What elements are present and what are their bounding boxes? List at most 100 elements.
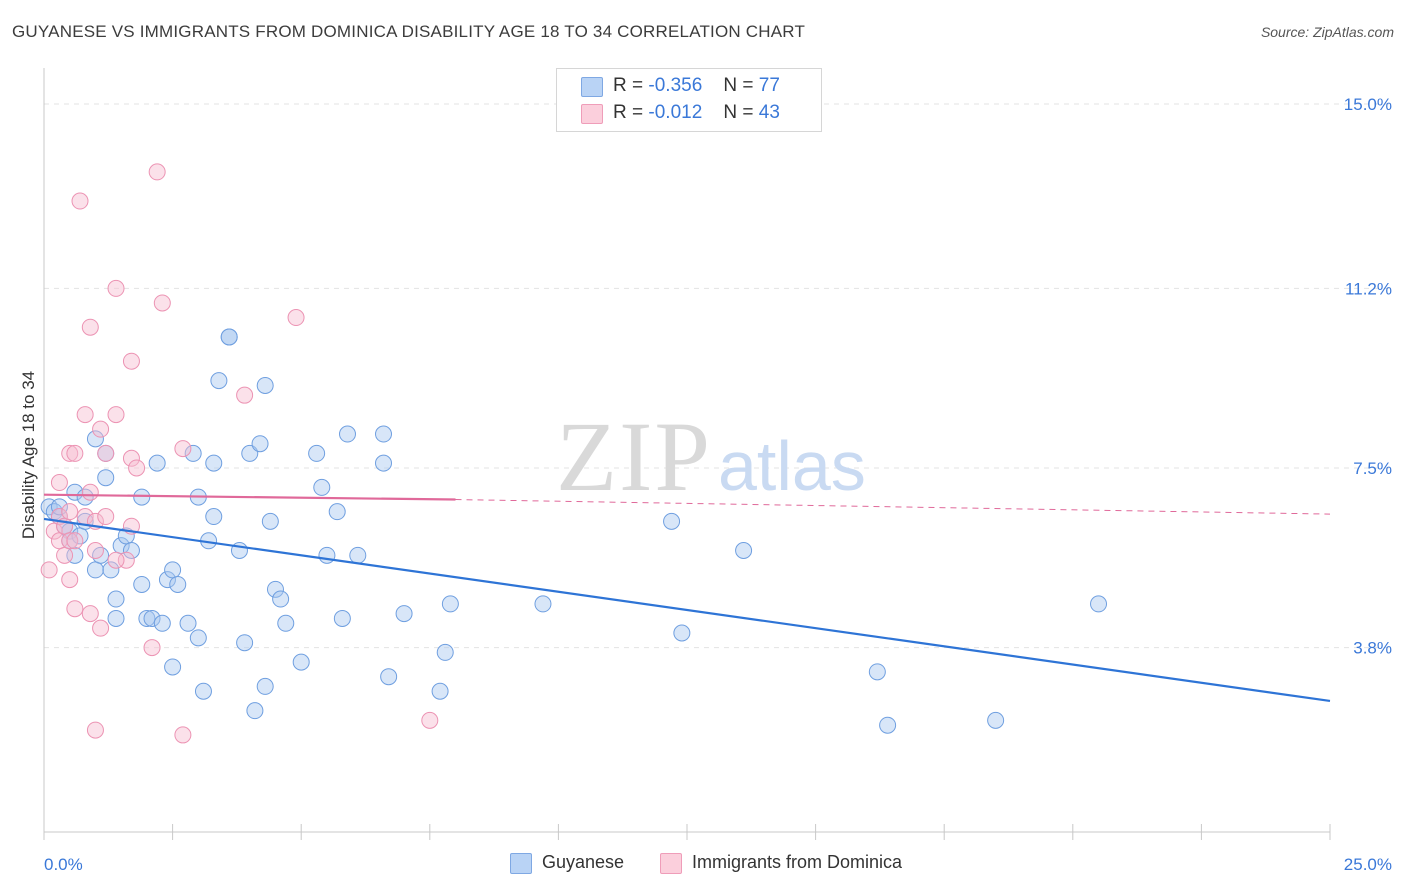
legend-r-label: R = xyxy=(613,75,644,96)
guyanese-point xyxy=(431,682,449,700)
dominica-point xyxy=(61,532,79,550)
guyanese-point xyxy=(251,435,269,453)
guyanese-point xyxy=(143,609,161,627)
dominica-point xyxy=(128,459,146,477)
guyanese-point xyxy=(179,614,197,632)
guyanese-point xyxy=(158,571,176,589)
y-tick-label: 7.5% xyxy=(1353,459,1392,478)
guyanese-point xyxy=(107,590,125,608)
guyanese-point xyxy=(987,711,1005,729)
dominica-point xyxy=(122,352,140,370)
guyanese-point xyxy=(266,580,284,598)
dominica-point xyxy=(107,279,125,297)
dominica-point xyxy=(97,444,115,462)
legend-r-value: -0.356 xyxy=(648,75,703,96)
dominica-point xyxy=(153,294,171,312)
y-tick-label: 15.0% xyxy=(1344,95,1392,114)
guyanese-point xyxy=(663,512,681,530)
legend-text-guyanese: R = -0.356 N = 77 xyxy=(613,75,780,97)
legend-text-dominica: R = -0.012 N = 43 xyxy=(613,102,780,124)
guyanese-point xyxy=(164,658,182,676)
guyanese-point xyxy=(86,561,104,579)
guyanese-point xyxy=(138,609,156,627)
guyanese-point xyxy=(277,614,295,632)
chart-title: GUYANESE VS IMMIGRANTS FROM DOMINICA DIS… xyxy=(12,22,806,41)
dominica-point xyxy=(97,508,115,526)
y-axis-label: Disability Age 18 to 34 xyxy=(19,371,38,539)
dominica-point xyxy=(66,532,84,550)
guyanese-point xyxy=(328,503,346,521)
guyanese-point xyxy=(133,575,151,593)
dominica-point xyxy=(61,503,79,521)
dominica-point xyxy=(174,726,192,744)
guyanese-point xyxy=(261,512,279,530)
dominica-point xyxy=(66,444,84,462)
dominica-point xyxy=(61,444,79,462)
guyanese-point xyxy=(153,614,171,632)
dominica-point xyxy=(421,711,439,729)
legend-n-value: 43 xyxy=(758,102,780,123)
guyanese-point xyxy=(673,624,691,642)
guyanese-point xyxy=(102,561,120,579)
dominica-point xyxy=(287,309,305,327)
bottom-legend-swatch-pink xyxy=(660,853,682,874)
dominica-point xyxy=(122,449,140,467)
guyanese-point xyxy=(92,546,110,564)
guyanese-point xyxy=(210,372,228,390)
bottom-legend-swatch-blue xyxy=(510,853,532,874)
watermark-zip: ZIP xyxy=(556,401,712,512)
guyanese-point xyxy=(205,454,223,472)
guyanese-point xyxy=(318,546,336,564)
dominica-point xyxy=(143,639,161,657)
guyanese-point xyxy=(246,702,264,720)
guyanese-point xyxy=(292,653,310,671)
y-tick-labels: 3.8% 7.5% 11.2% 15.0% xyxy=(1344,95,1392,658)
dominica-point xyxy=(86,541,104,559)
gridlines xyxy=(44,103,1392,649)
guyanese-point xyxy=(220,328,238,346)
legend-n-label: N = xyxy=(723,102,754,123)
dominica-point xyxy=(117,551,135,569)
legend-r-label: R = xyxy=(613,102,644,123)
guyanese-point xyxy=(441,595,459,613)
dominica-point xyxy=(107,406,125,424)
dominica-point xyxy=(81,605,99,623)
guyanese-point xyxy=(333,609,351,627)
guyanese-point xyxy=(308,444,326,462)
y-tick-label: 11.2% xyxy=(1345,279,1392,298)
dominica-point xyxy=(61,571,79,589)
chart-source: Source: ZipAtlas.com xyxy=(1260,24,1394,40)
dominica-point xyxy=(81,483,99,501)
axes xyxy=(43,68,1331,840)
y-axis-title: Disability Age 18 to 34 xyxy=(19,371,38,539)
guyanese-point xyxy=(338,425,356,443)
dominica-point xyxy=(92,619,110,637)
legend-swatch-pink xyxy=(581,104,603,124)
legend-n-label: N = xyxy=(723,75,754,96)
legend-r-value: -0.012 xyxy=(648,102,703,123)
guyanese-point xyxy=(205,508,223,526)
guyanese-point xyxy=(169,575,187,593)
guyanese-point xyxy=(189,629,207,647)
guyanese-point xyxy=(879,716,897,734)
dominica-point xyxy=(86,721,104,739)
guyanese-point xyxy=(272,590,290,608)
guyanese-point xyxy=(1090,595,1108,613)
dominica-point xyxy=(174,440,192,458)
guyanese-point xyxy=(868,663,886,681)
dominica-point xyxy=(81,318,99,336)
trend-lines xyxy=(43,493,1331,703)
bottom-legend-label-dominica: Immigrants from Dominica xyxy=(692,852,903,872)
guyanese-point xyxy=(184,444,202,462)
watermark-atlas: atlas xyxy=(718,427,866,505)
guyanese-point xyxy=(534,595,552,613)
dominica-point xyxy=(76,406,94,424)
dominica-trend-dashed xyxy=(455,499,1331,515)
guyanese-point xyxy=(375,454,393,472)
guyanese-trend-line xyxy=(43,517,1331,703)
guyanese-point xyxy=(122,541,140,559)
dominica-point xyxy=(236,386,254,404)
guyanese-point xyxy=(313,478,331,496)
dominica-point xyxy=(40,561,58,579)
